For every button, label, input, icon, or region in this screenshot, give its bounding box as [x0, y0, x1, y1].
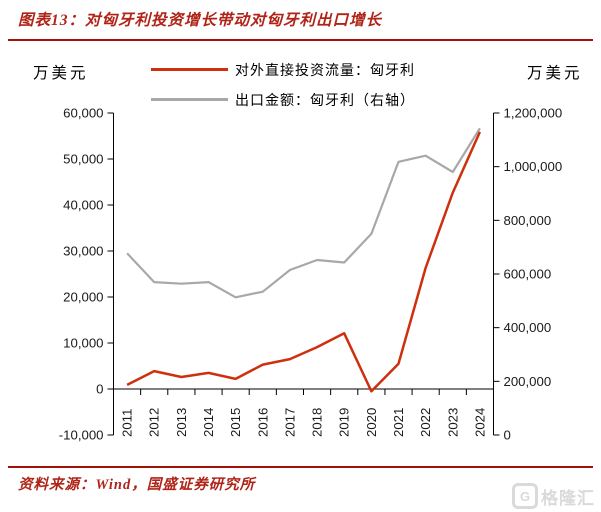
x-axis-year-label: 2019: [337, 408, 352, 437]
left-axis-tick-label: 10,000: [63, 336, 103, 351]
series-line-export: [126, 127, 481, 299]
left-axis-tick-label: -10,000: [59, 428, 104, 443]
x-axis-year-label: 2017: [282, 408, 297, 437]
gelonghui-logo-icon: G: [512, 483, 538, 509]
legend: 对外直接投资流量：匈牙利 出口金额：匈牙利（右轴）: [151, 59, 415, 110]
left-axis-unit-label: 万美元: [33, 65, 89, 82]
bottom-divider: [8, 466, 593, 468]
x-axis-year-label: 2018: [310, 408, 325, 437]
x-axis-year-label: 2015: [228, 408, 243, 437]
right-axis-tick-label: 0: [504, 428, 511, 443]
x-axis-year-label: 2014: [201, 408, 216, 437]
right-axis-tick-label: 800,000: [504, 213, 552, 228]
x-axis-year-label: 2023: [445, 408, 460, 437]
legend-item-fdi: 对外直接投资流量：匈牙利: [151, 59, 415, 80]
x-axis-year-label: 2013: [174, 408, 189, 437]
right-axis-tick-label: 400,000: [504, 320, 552, 335]
figure-title: 图表13：对匈牙利投资增长带动对匈牙利出口增长: [18, 12, 383, 29]
x-axis-year-label: 2016: [255, 408, 270, 437]
legend-label-fdi: 对外直接投资流量：匈牙利: [235, 61, 415, 78]
left-axis-tick-label: 40,000: [63, 198, 103, 213]
left-axis-tick-label: 30,000: [63, 244, 103, 259]
left-axis-tick-label: 60,000: [63, 106, 103, 121]
x-axis-year-label: 2012: [147, 408, 162, 437]
legend-label-export: 出口金额：匈牙利（右轴）: [235, 91, 415, 108]
watermark-text: 格隆汇: [541, 488, 595, 508]
x-axis-year-label: 2020: [364, 408, 379, 437]
right-axis-tick-label: 600,000: [504, 267, 552, 282]
right-axis-tick-label: 1,000,000: [504, 159, 563, 174]
right-axis-tick-label: 1,200,000: [504, 106, 563, 121]
source-note: 资料来源：Wind，国盛证券研究所: [18, 477, 256, 493]
left-axis-tick-label: 50,000: [63, 152, 103, 167]
x-axis-year-label: 2022: [418, 408, 433, 437]
legend-item-export: 出口金额：匈牙利（右轴）: [151, 89, 415, 110]
x-axis-year-label: 2011: [120, 409, 135, 437]
series-line-fdi: [126, 131, 482, 393]
x-axis-year-label: 2024: [472, 408, 487, 437]
export-line-swatch: [151, 98, 228, 101]
right-axis-tick-label: 200,000: [504, 374, 552, 389]
top-divider: [8, 39, 593, 41]
x-axis-year-label: 2021: [391, 408, 406, 437]
left-axis-tick-label: 0: [96, 382, 103, 397]
gelonghui-watermark: G 格隆汇: [512, 483, 595, 509]
left-axis-tick-label: 20,000: [63, 290, 103, 305]
fdi-line-swatch: [151, 68, 228, 71]
right-axis-unit-label: 万美元: [527, 65, 583, 82]
